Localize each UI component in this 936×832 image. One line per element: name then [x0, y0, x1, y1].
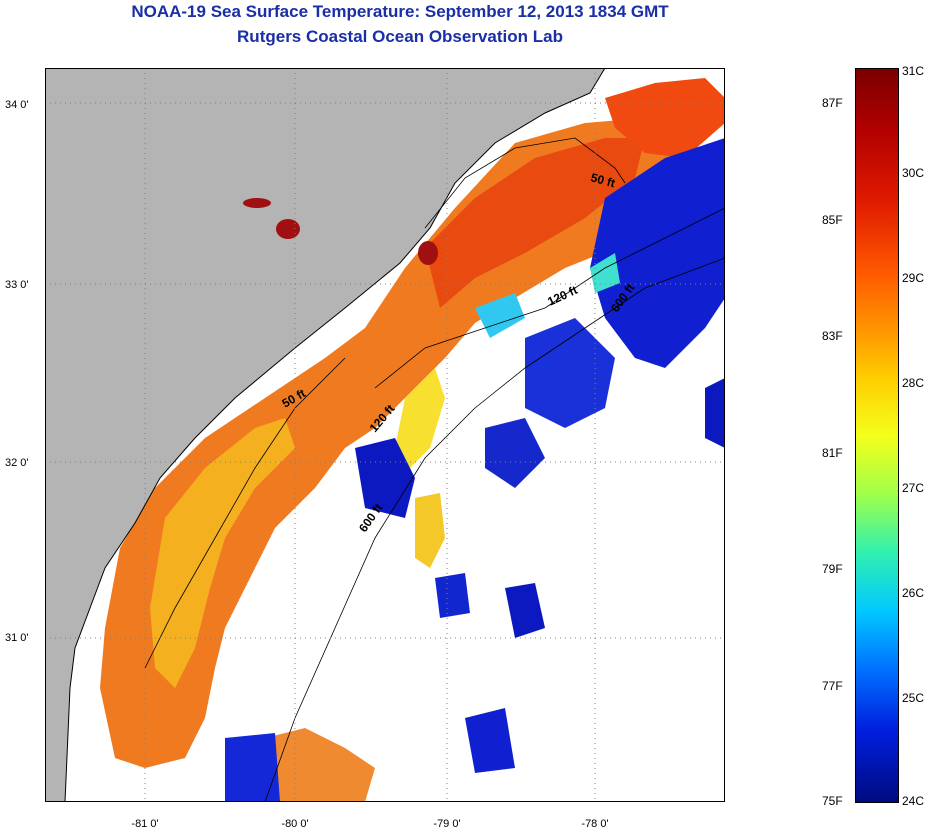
colorbar-label-c: 31C [902, 64, 925, 78]
colorbar-label-f: 75F [822, 794, 843, 808]
colorbar-label-f: 87F [822, 96, 843, 110]
lat-label: 34 0' [5, 99, 29, 111]
sst-cyan-edge [590, 253, 620, 293]
colorbar-label-c: 26C [902, 586, 925, 600]
sst-cool-patch [465, 708, 515, 773]
sst-map: 50 ft 50 ft 120 ft 120 ft 600 ft 600 ft [45, 68, 725, 802]
contour-600ft [264, 257, 725, 802]
colorbar-label-c: 25C [902, 691, 925, 705]
colorbar-label-f: 85F [822, 213, 843, 227]
colorbar-label-c: 28C [902, 376, 925, 390]
chart-subtitle: Rutgers Coastal Ocean Observation Lab [237, 27, 563, 46]
contour-120ft [374, 207, 725, 389]
chart-title: NOAA-19 Sea Surface Temperature: Septemb… [131, 2, 669, 21]
colorbar-label-c: 29C [902, 271, 925, 285]
colorbar-label-f: 83F [822, 329, 843, 343]
lat-label: 31 0' [5, 632, 29, 644]
lat-label: 32 0' [5, 457, 29, 469]
colorbar-label-f: 81F [822, 446, 843, 460]
sst-cool-patch [225, 733, 280, 802]
map-frame [45, 68, 725, 802]
colorbar [855, 68, 899, 803]
sst-south-patch [265, 728, 375, 802]
sst-warm-band [100, 118, 685, 768]
coastline [64, 68, 606, 802]
sst-cool-patch [590, 138, 725, 368]
sst-inland-spot [276, 219, 300, 239]
sst-core-red [605, 78, 725, 158]
land-area [45, 68, 605, 802]
lon-label: -81 0' [131, 818, 159, 830]
colorbar-label-c: 27C [902, 481, 925, 495]
contour-label: 50 ft [589, 170, 616, 190]
sst-cool-patch [435, 573, 470, 618]
sst-hot-spot [418, 241, 438, 265]
lon-label: -79 0' [433, 818, 461, 830]
lat-label: 33 0' [5, 279, 29, 291]
colorbar-label-c: 30C [902, 166, 925, 180]
sst-yellow-patch [395, 368, 445, 468]
sst-yellow-patch-2 [415, 493, 445, 568]
colorbar-label-c: 24C [902, 794, 925, 808]
sst-mid-band [150, 418, 295, 688]
colorbar-label-f: 77F [822, 679, 843, 693]
sst-cool-patch [505, 583, 545, 638]
sst-hot-core [425, 138, 645, 308]
lon-label: -80 0' [281, 818, 309, 830]
sst-cool-patch [485, 418, 545, 488]
sst-cool-patch [525, 318, 615, 428]
sst-inland-spot [243, 198, 271, 208]
contour-50ft [144, 357, 346, 669]
sst-cool-patch [705, 378, 725, 448]
lon-label: -78 0' [581, 818, 609, 830]
contour-50ft [424, 137, 626, 229]
colorbar-label-f: 79F [822, 562, 843, 576]
